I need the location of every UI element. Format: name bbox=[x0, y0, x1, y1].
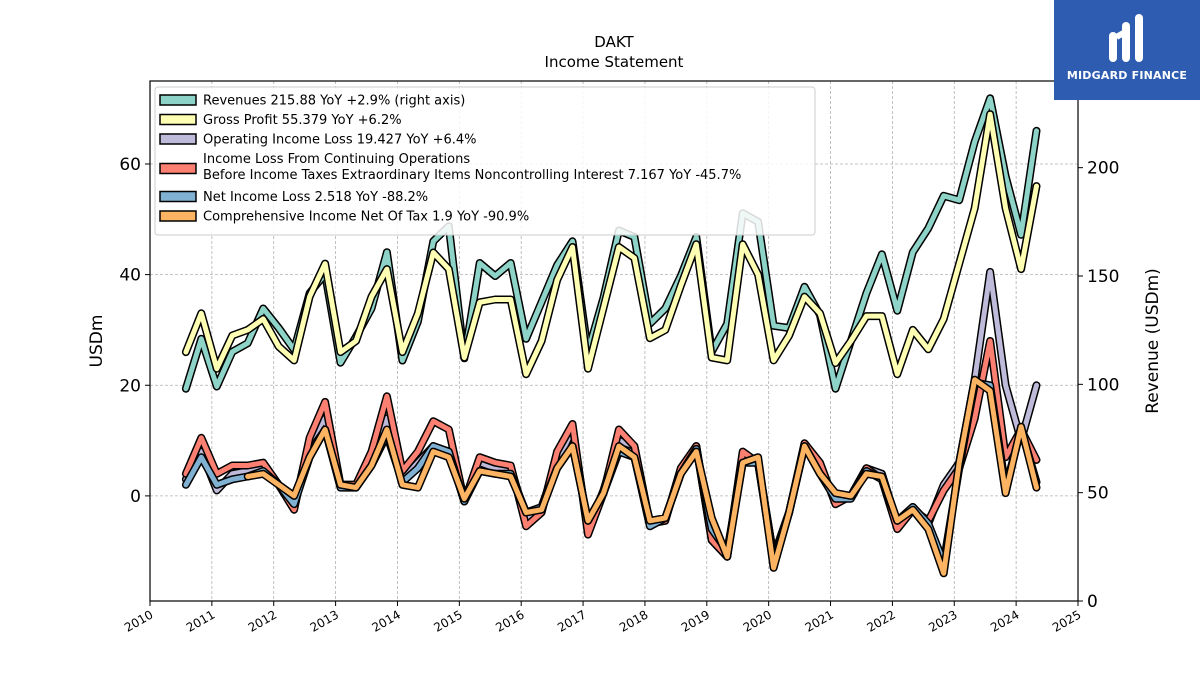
x-tick-label: 2020 bbox=[741, 607, 774, 634]
x-tick-label: 2012 bbox=[246, 607, 279, 634]
x-tick-label: 2021 bbox=[803, 607, 836, 634]
x-tick-label: 2014 bbox=[370, 607, 403, 634]
plot-frame bbox=[149, 80, 1079, 602]
legend-swatch bbox=[159, 113, 197, 126]
legend-label: Revenues 215.88 YoY +2.9% (right axis) bbox=[203, 94, 465, 109]
y-tick-label-right: 0 bbox=[1087, 592, 1098, 612]
chart-title: DAKT bbox=[594, 33, 634, 51]
legend-swatch bbox=[159, 162, 197, 175]
y-tick-label-right: 100 bbox=[1087, 375, 1119, 395]
x-tick-label: 2024 bbox=[988, 607, 1021, 634]
legend-swatch bbox=[159, 94, 197, 106]
series-lines bbox=[181, 94, 1041, 578]
chart-subtitle: Income Statement bbox=[545, 53, 684, 71]
series-5 bbox=[243, 375, 1041, 578]
legend-label: Net Income Loss 2.518 YoY -88.2% bbox=[203, 190, 428, 205]
y-axis-ticks-right: 0 50 100 150 200 bbox=[1078, 159, 1119, 612]
x-tick-label: 2023 bbox=[926, 607, 959, 634]
x-tick-label: 2015 bbox=[431, 607, 464, 634]
y-axis-ticks-left: 0 20 40 60 bbox=[119, 155, 150, 507]
legend-box bbox=[154, 86, 816, 236]
legend: Revenues 215.88 YoY +2.9% (right axis) Gr… bbox=[154, 86, 816, 236]
y-tick-label-right: 50 bbox=[1087, 484, 1109, 504]
series-line bbox=[183, 111, 1039, 377]
legend-swatch bbox=[159, 190, 197, 203]
y-tick-label-left: 0 bbox=[130, 487, 141, 507]
y-tick-label-right: 150 bbox=[1087, 267, 1119, 287]
x-tick-label: 2013 bbox=[308, 607, 341, 634]
legend-swatch bbox=[159, 133, 197, 145]
brand-logo: MIDGARD FINANCE bbox=[1054, 0, 1200, 100]
legend-label: Income Loss From Continuing Operations Be… bbox=[203, 152, 741, 183]
x-tick-label: 2018 bbox=[617, 607, 650, 634]
series-1 bbox=[181, 110, 1041, 379]
y-tick-label-left: 40 bbox=[119, 266, 141, 286]
x-axis-ticks: 2010 2011 2012 2013 2014 2015 2016 2017 2018 2019… bbox=[122, 601, 1084, 635]
y-tick-label-left: 60 bbox=[119, 155, 141, 175]
y-tick-label-right: 200 bbox=[1087, 159, 1119, 179]
x-tick-label: 2011 bbox=[184, 607, 217, 634]
x-tick-label: 2010 bbox=[122, 607, 155, 634]
x-tick-label: 2016 bbox=[493, 607, 526, 634]
brand-logo-mark bbox=[1109, 14, 1143, 62]
x-tick-label: 2022 bbox=[864, 607, 897, 634]
brand-name: MIDGARD FINANCE bbox=[1066, 69, 1188, 82]
legend-swatch bbox=[159, 210, 197, 222]
series-line bbox=[245, 377, 1039, 576]
y-axis-label-right: Revenue (USDm) bbox=[1143, 268, 1163, 414]
x-tick-label: 2025 bbox=[1050, 607, 1083, 634]
legend-label: Operating Income Loss 19.427 YoY +6.4% bbox=[203, 133, 477, 148]
x-tick-label: 2019 bbox=[679, 607, 712, 634]
legend-label: Gross Profit 55.379 YoY +6.2% bbox=[203, 113, 402, 128]
y-axis-label-left: USDm bbox=[87, 315, 107, 368]
x-tick-label: 2017 bbox=[555, 607, 588, 634]
legend-label: Comprehensive Income Net Of Tax 1.9 YoY … bbox=[203, 210, 529, 225]
y-tick-label-left: 20 bbox=[119, 376, 141, 396]
